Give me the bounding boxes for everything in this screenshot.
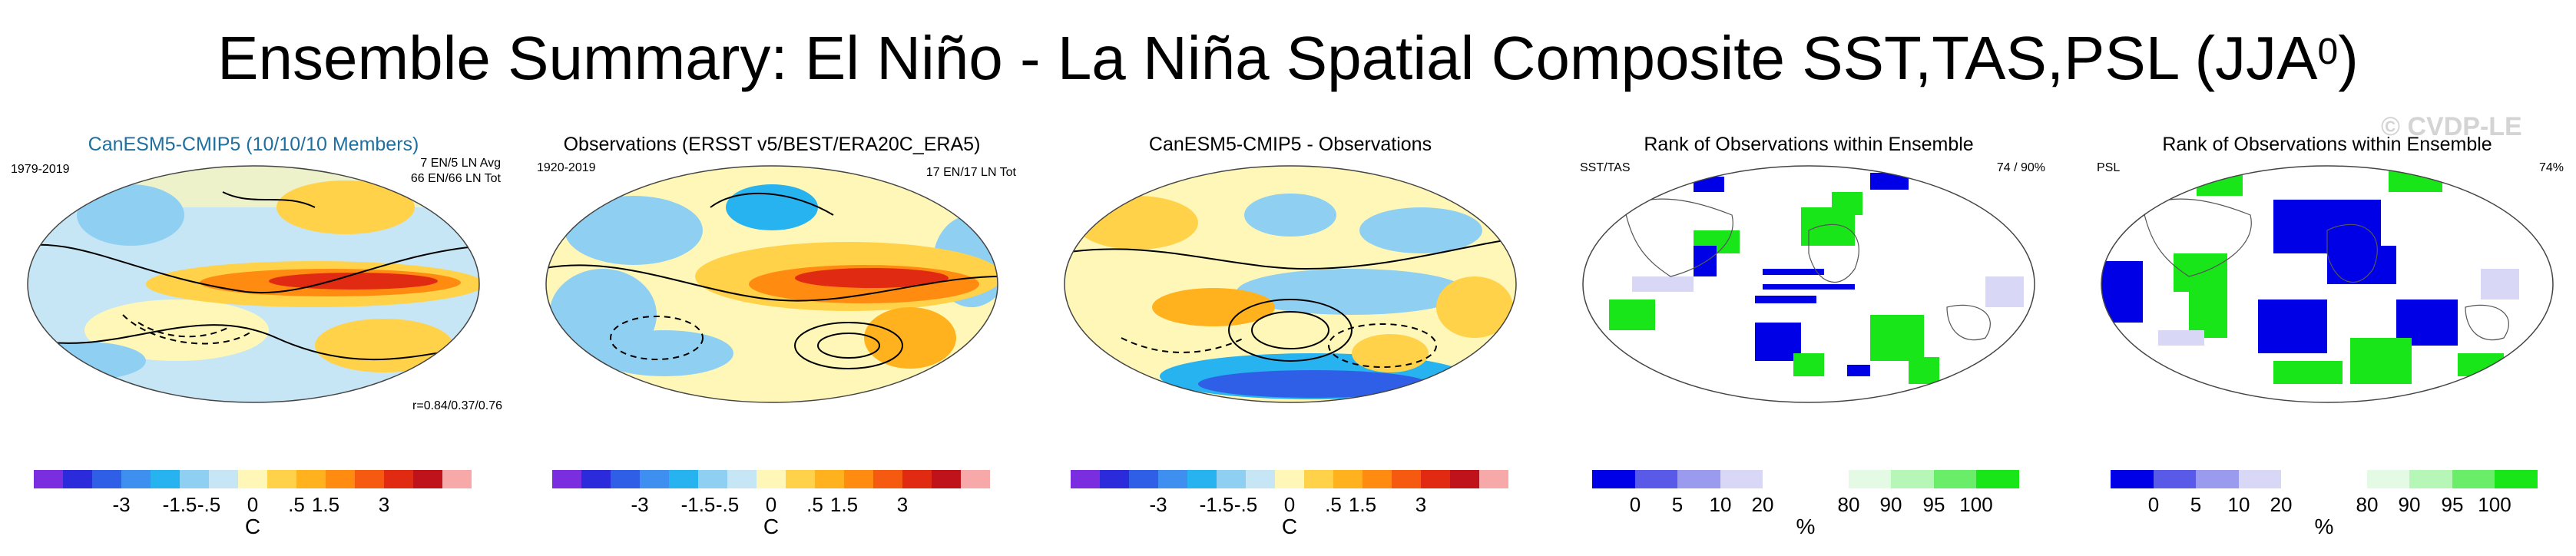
colorbar	[2111, 470, 2538, 488]
colorbar-unit: %	[2314, 515, 2334, 538]
panel-title: CanESM5-CMIP5 (10/10/10 Members)	[88, 134, 419, 155]
colorbar-tick: 1.5	[829, 493, 859, 516]
colorbar-tick: 1.5	[311, 493, 340, 516]
colorbar-tick: -1.5	[162, 493, 197, 516]
colorbar-tick: 90	[1879, 493, 1902, 516]
colorbar-tick: 95	[2441, 493, 2464, 516]
colorbar-tick: 95	[1922, 493, 1945, 516]
colorbar-tick: 0	[2147, 493, 2160, 516]
colorbar-tick: 100	[2478, 493, 2511, 516]
world-map-anomaly	[545, 165, 998, 403]
panel-model-minus-obs: CanESM5-CMIP5 - Observations -3 -1.5 -.5…	[1037, 131, 1544, 545]
colorbar-tick: 80	[1837, 493, 1860, 516]
panel-rank-sst-tas: Rank of Observations within Ensemble SST…	[1555, 131, 2062, 545]
panel-rank-psl: Rank of Observations within Ensemble PSL…	[2074, 131, 2576, 545]
colorbar-unit: %	[1796, 515, 1816, 538]
colorbar-tick: 90	[2398, 493, 2421, 516]
colorbar-unit: C	[763, 515, 780, 538]
event-count-avg: 7 EN/5 LN Avg	[420, 157, 501, 170]
colorbar-tick: -3	[112, 493, 131, 516]
colorbar-tick: -.5	[197, 493, 221, 516]
world-map-rank	[2101, 165, 2554, 403]
colorbar-tick: 1.5	[1348, 493, 1377, 516]
watermark: © CVDP-LE	[2381, 112, 2522, 141]
panel-title: Observations (ERSST v5/BEST/ERA20C_ERA5)	[563, 134, 981, 155]
figure-title: Ensemble Summary: El Niño - La Niña Spat…	[217, 24, 2359, 92]
colorbar-tick: 100	[1959, 493, 1993, 516]
colorbar-tick: .5	[288, 493, 305, 516]
variable-label: PSL	[2097, 161, 2121, 174]
event-count-total: 17 EN/17 LN Tot	[925, 166, 1016, 179]
title-superscript: 0	[2317, 31, 2339, 72]
colorbar-tick: -.5	[1233, 493, 1258, 516]
colorbar-tick: 3	[378, 493, 390, 516]
colorbar-tick: 20	[2270, 493, 2293, 516]
colorbar-unit: C	[244, 515, 261, 538]
panel-title: CanESM5-CMIP5 - Observations	[1148, 134, 1432, 155]
colorbar-tick: -1.5	[680, 493, 716, 516]
colorbar-tick: 5	[1671, 493, 1684, 516]
colorbar-tick: 80	[2356, 493, 2379, 516]
colorbar-tick: 10	[2227, 493, 2250, 516]
period-label: 1979-2019	[11, 163, 70, 176]
colorbar	[34, 470, 472, 488]
colorbar-tick: 0	[765, 493, 777, 516]
colorbar-tick: -3	[1149, 493, 1167, 516]
colorbar	[552, 470, 990, 488]
colorbar-tick: 5	[2190, 493, 2202, 516]
colorbar-tick: .5	[806, 493, 823, 516]
colorbar	[1071, 470, 1508, 488]
world-map-anomaly	[1064, 165, 1517, 403]
colorbar-tick: -1.5	[1199, 493, 1234, 516]
colorbar-tick: .5	[1325, 493, 1342, 516]
world-map-anomaly	[27, 165, 480, 403]
event-count-total: 66 EN/66 LN Tot	[410, 172, 501, 185]
colorbar-tick: 0	[1629, 493, 1641, 516]
panel-observations: Observations (ERSST v5/BEST/ERA20C_ERA5)…	[518, 131, 1025, 545]
colorbar-tick: -3	[631, 493, 649, 516]
colorbar-tick: 0	[1283, 493, 1296, 516]
colorbar-unit: C	[1281, 515, 1298, 538]
panel-title: Rank of Observations within Ensemble	[2162, 134, 2492, 155]
colorbar	[1592, 470, 2019, 488]
colorbar-tick: 10	[1709, 493, 1732, 516]
colorbar-tick: -.5	[715, 493, 740, 516]
colorbar-tick: 3	[896, 493, 909, 516]
rank-percent: 74%	[2538, 161, 2564, 174]
panel-title: Rank of Observations within Ensemble	[1644, 134, 1974, 155]
rank-percent: 74 / 90%	[1996, 161, 2045, 174]
panel-model-composite: CanESM5-CMIP5 (10/10/10 Members) 1979-20…	[0, 131, 507, 545]
colorbar-tick: 3	[1415, 493, 1427, 516]
period-label: 1920-2019	[537, 161, 596, 174]
colorbar-tick: 20	[1751, 493, 1774, 516]
colorbar-tick: 0	[247, 493, 259, 516]
pattern-correlation: r=0.84/0.37/0.76	[412, 399, 502, 412]
variable-label: SST/TAS	[1580, 161, 1631, 174]
world-map-rank	[1582, 165, 2035, 403]
